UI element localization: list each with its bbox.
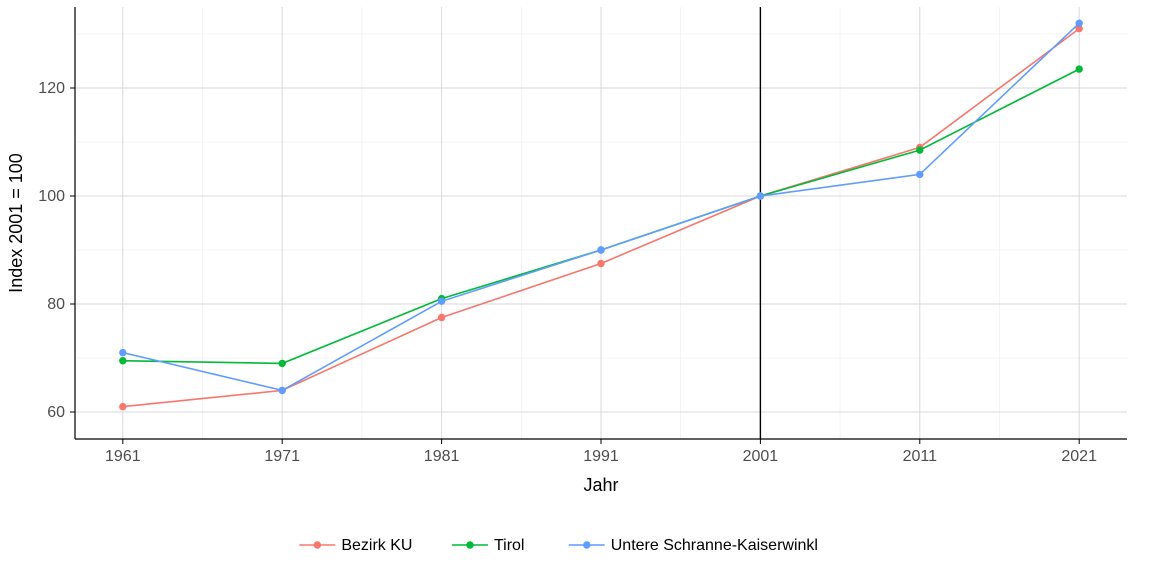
legend-label: Bezirk KU bbox=[341, 537, 412, 554]
legend-item: Bezirk KU bbox=[299, 537, 412, 554]
series-point bbox=[1076, 66, 1082, 72]
x-tick-label: 2021 bbox=[1061, 448, 1097, 465]
series-point bbox=[279, 360, 285, 366]
y-tick-label: 80 bbox=[47, 296, 65, 313]
x-tick-label: 1991 bbox=[583, 448, 619, 465]
legend-label: Tirol bbox=[494, 537, 525, 554]
series-point bbox=[120, 403, 126, 409]
series-point bbox=[438, 298, 444, 304]
x-tick-label: 1971 bbox=[264, 448, 300, 465]
series-point bbox=[1076, 20, 1082, 26]
x-axis-title: Jahr bbox=[583, 475, 618, 495]
y-tick-label: 100 bbox=[38, 188, 65, 205]
series-point bbox=[438, 314, 444, 320]
x-tick-label: 1981 bbox=[424, 448, 460, 465]
legend-item: Tirol bbox=[452, 537, 525, 554]
series-point bbox=[279, 387, 285, 393]
line-chart: 1961 1971 1981 1991 2001 2011 2021 60 80 100 120 Ja… bbox=[0, 0, 1152, 576]
series-point bbox=[757, 193, 763, 199]
y-tick-label: 60 bbox=[47, 404, 65, 421]
legend-label: Untere Schranne-Kaiserwinkl bbox=[611, 537, 818, 554]
series-point bbox=[598, 247, 604, 253]
legend-item: Untere Schranne-Kaiserwinkl bbox=[569, 537, 818, 554]
x-tick-label: 2011 bbox=[903, 448, 938, 465]
chart-container: 1961 1971 1981 1991 2001 2011 2021 60 80 100 120 Ja… bbox=[0, 0, 1152, 576]
series-point bbox=[120, 349, 126, 355]
series-point bbox=[917, 147, 923, 153]
series-point bbox=[598, 260, 604, 266]
y-tick-label: 120 bbox=[38, 80, 65, 97]
legend-swatch-point bbox=[314, 542, 320, 548]
series-point bbox=[917, 171, 923, 177]
y-axis-title: Index 2001 = 100 bbox=[6, 153, 26, 293]
series-point bbox=[120, 358, 126, 364]
legend-swatch-point bbox=[584, 542, 590, 548]
x-tick-label: 2001 bbox=[743, 448, 779, 465]
legend-swatch-point bbox=[467, 542, 473, 548]
x-tick-label: 1961 bbox=[105, 448, 141, 465]
